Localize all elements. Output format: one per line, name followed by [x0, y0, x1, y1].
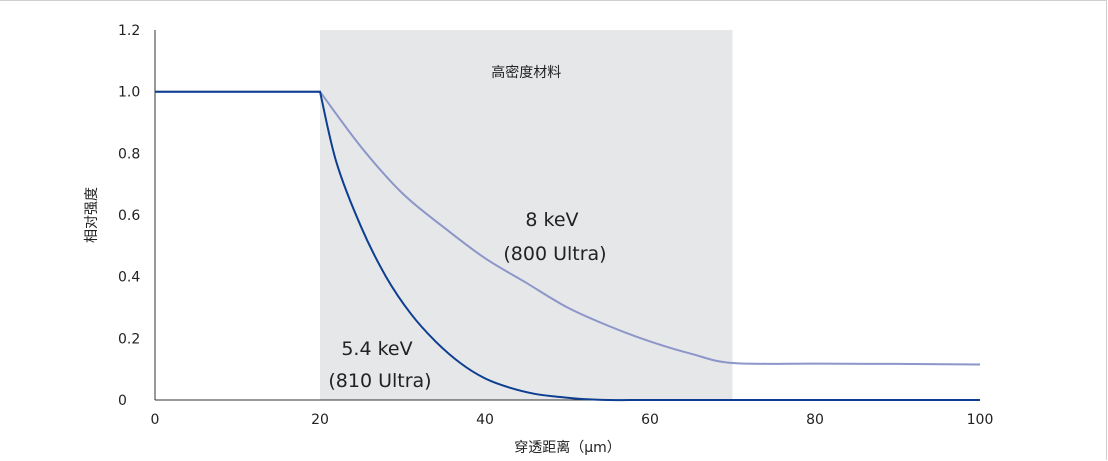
- x-tick-label: 80: [806, 412, 824, 428]
- y-tick-labels: 0 0.2 0.4 0.6 0.8 1.0 1.2: [118, 23, 140, 409]
- x-axis-title: 穿透距离（μm）: [514, 439, 621, 456]
- x-tick-label: 100: [967, 412, 994, 428]
- x-tick-label: 40: [476, 412, 494, 428]
- x-tick-labels: 0 20 40 60 80 100: [151, 412, 994, 428]
- y-tick-label: 1.2: [118, 23, 140, 39]
- x-tick-label: 0: [151, 412, 160, 428]
- series-label-8kev: 8 keV (800 Ultra): [503, 209, 606, 265]
- y-tick-label: 0.8: [118, 146, 140, 162]
- series-label-line: (810 Ultra): [328, 370, 431, 392]
- series-line-5-4kev: [155, 90, 980, 402]
- y-tick-label: 1.0: [118, 85, 140, 101]
- y-tick-label: 0: [118, 393, 127, 409]
- high-density-region: [320, 30, 733, 400]
- x-tick-label: 60: [641, 412, 659, 428]
- y-axis-title: 相对强度: [84, 187, 100, 243]
- y-tick-label: 0.6: [118, 208, 140, 224]
- series-label-line: 5.4 keV: [341, 338, 412, 360]
- series-label-line: (800 Ultra): [503, 243, 606, 265]
- series-line-8kev: [155, 90, 981, 366]
- region-label: 高密度材料: [491, 64, 561, 81]
- x-tick-label: 20: [311, 412, 329, 428]
- y-tick-label: 0.4: [118, 270, 140, 286]
- series-label-5-4kev: 5.4 keV (810 Ultra): [328, 338, 431, 392]
- y-tick-label: 0.2: [118, 331, 140, 347]
- series-label-line: 8 keV: [525, 209, 578, 231]
